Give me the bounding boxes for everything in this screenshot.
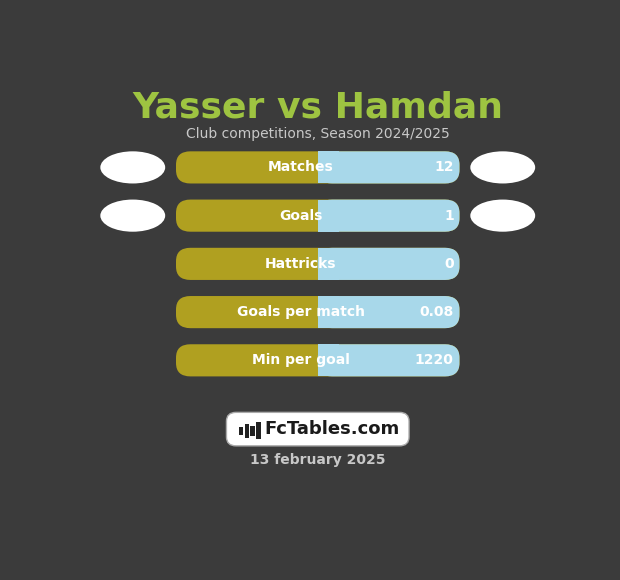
Bar <box>317 345 339 376</box>
Ellipse shape <box>100 151 165 183</box>
FancyBboxPatch shape <box>176 200 459 232</box>
Text: Yasser vs Hamdan: Yasser vs Hamdan <box>132 90 503 125</box>
Text: Goals per match: Goals per match <box>237 305 365 319</box>
Text: 1220: 1220 <box>415 353 454 367</box>
Text: Matches: Matches <box>268 161 334 175</box>
Text: Goals: Goals <box>279 209 322 223</box>
Ellipse shape <box>471 200 535 232</box>
FancyBboxPatch shape <box>317 345 459 376</box>
Ellipse shape <box>100 200 165 232</box>
Text: ß: ß <box>247 427 249 429</box>
Text: 0.08: 0.08 <box>420 305 454 319</box>
Bar <box>317 200 339 232</box>
FancyBboxPatch shape <box>176 345 459 376</box>
Ellipse shape <box>471 151 535 183</box>
Bar <box>256 422 260 440</box>
Bar <box>250 426 255 436</box>
FancyBboxPatch shape <box>226 412 409 446</box>
Bar <box>245 424 249 437</box>
Bar <box>239 427 243 435</box>
Bar <box>317 248 339 280</box>
FancyBboxPatch shape <box>317 248 459 280</box>
Bar <box>317 296 339 328</box>
Text: Club competitions, Season 2024/2025: Club competitions, Season 2024/2025 <box>186 128 450 142</box>
Text: 1: 1 <box>444 209 454 223</box>
Text: 0: 0 <box>444 257 454 271</box>
Text: 13 february 2025: 13 february 2025 <box>250 454 386 467</box>
FancyBboxPatch shape <box>176 296 459 328</box>
Text: Hattricks: Hattricks <box>265 257 337 271</box>
Bar <box>317 151 339 183</box>
Text: FcTables.com: FcTables.com <box>265 420 400 438</box>
Text: 12: 12 <box>434 161 454 175</box>
FancyBboxPatch shape <box>176 248 459 280</box>
FancyBboxPatch shape <box>317 151 459 183</box>
Text: Min per goal: Min per goal <box>252 353 350 367</box>
FancyBboxPatch shape <box>317 296 459 328</box>
FancyBboxPatch shape <box>176 151 459 183</box>
FancyBboxPatch shape <box>317 200 459 232</box>
